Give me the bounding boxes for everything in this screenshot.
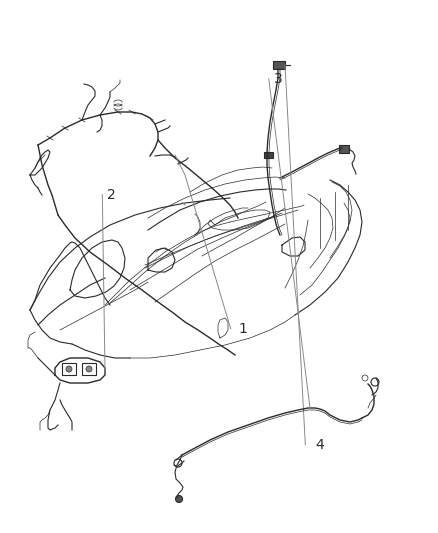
- Bar: [82, 363, 96, 375]
- Circle shape: [176, 496, 183, 503]
- Text: 1: 1: [239, 322, 247, 336]
- Text: 2: 2: [107, 188, 116, 201]
- Bar: [273, 61, 285, 69]
- Bar: [264, 152, 273, 158]
- Text: 3: 3: [274, 72, 283, 86]
- Bar: [62, 363, 76, 375]
- Text: 4: 4: [315, 438, 324, 452]
- Circle shape: [86, 366, 92, 372]
- Circle shape: [66, 366, 72, 372]
- Bar: [339, 145, 349, 153]
